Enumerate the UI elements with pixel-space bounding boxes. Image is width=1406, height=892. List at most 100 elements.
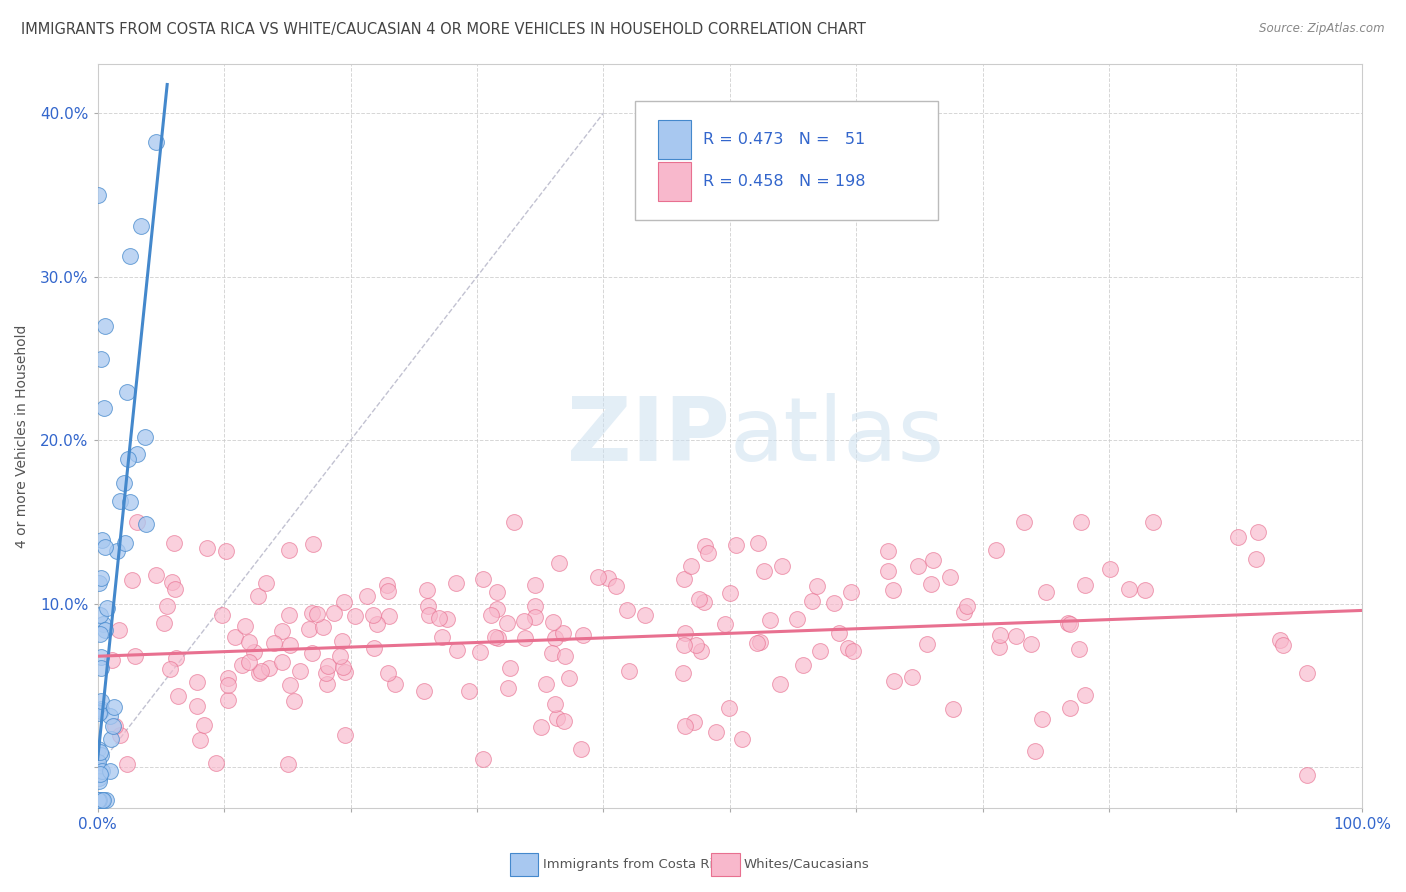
Point bbox=[1021, 637, 1043, 651]
Point bbox=[188, 732, 211, 747]
Point bbox=[488, 631, 510, 645]
Point bbox=[90, 649, 112, 664]
Point bbox=[117, 451, 139, 466]
Point bbox=[1056, 616, 1078, 631]
Point bbox=[356, 589, 378, 603]
Text: Immigrants from Costa Rica: Immigrants from Costa Rica bbox=[543, 858, 728, 871]
Point bbox=[98, 709, 121, 723]
Point bbox=[263, 636, 285, 650]
Point bbox=[363, 607, 385, 622]
Point bbox=[115, 757, 138, 772]
Point bbox=[366, 617, 388, 632]
Point bbox=[186, 674, 208, 689]
Point bbox=[714, 616, 737, 631]
Point bbox=[316, 659, 339, 673]
Point bbox=[257, 661, 280, 675]
Point bbox=[94, 318, 117, 333]
Point bbox=[186, 698, 208, 713]
Point bbox=[87, 706, 110, 721]
Point bbox=[1295, 768, 1317, 782]
Point bbox=[554, 648, 576, 663]
Point bbox=[1227, 530, 1250, 544]
Point bbox=[673, 572, 696, 586]
Point bbox=[250, 664, 273, 678]
Point bbox=[96, 601, 118, 615]
Point bbox=[89, 745, 111, 759]
Point bbox=[688, 591, 710, 606]
Text: ZIP: ZIP bbox=[567, 392, 730, 480]
Point bbox=[938, 570, 960, 584]
Point bbox=[484, 631, 506, 645]
Point bbox=[1133, 582, 1156, 597]
Point bbox=[430, 630, 453, 644]
Point bbox=[233, 618, 256, 632]
Point bbox=[165, 582, 187, 596]
Point bbox=[215, 544, 238, 558]
Point bbox=[1098, 562, 1121, 576]
Point bbox=[87, 756, 110, 770]
Point bbox=[877, 544, 900, 558]
Point bbox=[553, 625, 575, 640]
Point bbox=[93, 617, 115, 632]
Point bbox=[278, 639, 301, 653]
Point bbox=[749, 634, 772, 648]
Point bbox=[485, 602, 508, 616]
Point bbox=[363, 640, 385, 655]
Point bbox=[513, 615, 536, 629]
Point bbox=[768, 677, 790, 691]
Point bbox=[242, 645, 264, 659]
Point bbox=[921, 552, 943, 566]
Point bbox=[307, 607, 329, 622]
Point bbox=[675, 719, 697, 733]
Point bbox=[301, 606, 323, 620]
Point bbox=[479, 608, 502, 623]
Point bbox=[145, 568, 167, 582]
Point bbox=[801, 594, 824, 608]
Point bbox=[412, 683, 434, 698]
Point bbox=[953, 605, 976, 619]
Point bbox=[416, 599, 439, 613]
Point bbox=[598, 571, 620, 585]
Point bbox=[332, 595, 354, 609]
Point bbox=[89, 627, 111, 641]
Point bbox=[165, 651, 187, 665]
FancyBboxPatch shape bbox=[658, 120, 690, 159]
Point bbox=[673, 626, 696, 640]
Point bbox=[105, 544, 128, 558]
Point bbox=[277, 756, 299, 771]
Point bbox=[204, 756, 226, 770]
Point bbox=[553, 714, 575, 728]
Point bbox=[502, 515, 524, 529]
Point bbox=[98, 764, 121, 779]
Point bbox=[486, 584, 509, 599]
Point bbox=[792, 657, 814, 672]
Point bbox=[145, 135, 167, 149]
Point bbox=[125, 447, 148, 461]
Point bbox=[1246, 552, 1268, 566]
Point bbox=[377, 584, 399, 599]
Point bbox=[1074, 578, 1097, 592]
Text: R = 0.458   N = 198: R = 0.458 N = 198 bbox=[703, 174, 866, 189]
Text: R = 0.473   N =   51: R = 0.473 N = 51 bbox=[703, 132, 866, 147]
Point bbox=[193, 718, 215, 732]
Point bbox=[1059, 701, 1081, 715]
Y-axis label: 4 or more Vehicles in Household: 4 or more Vehicles in Household bbox=[15, 325, 30, 548]
Point bbox=[634, 608, 657, 623]
Point bbox=[1024, 744, 1046, 758]
Point bbox=[108, 623, 131, 637]
Point bbox=[211, 607, 233, 622]
Point bbox=[837, 640, 859, 655]
Point bbox=[988, 628, 1011, 642]
Point bbox=[1270, 632, 1292, 647]
Point bbox=[249, 666, 271, 681]
Point bbox=[315, 665, 337, 680]
Point bbox=[93, 623, 115, 637]
FancyBboxPatch shape bbox=[636, 102, 938, 220]
Point bbox=[496, 616, 519, 631]
Point bbox=[472, 752, 495, 766]
Point bbox=[335, 665, 357, 679]
Point bbox=[104, 719, 127, 733]
Point bbox=[125, 515, 148, 529]
Point bbox=[436, 612, 458, 626]
Point bbox=[915, 637, 938, 651]
